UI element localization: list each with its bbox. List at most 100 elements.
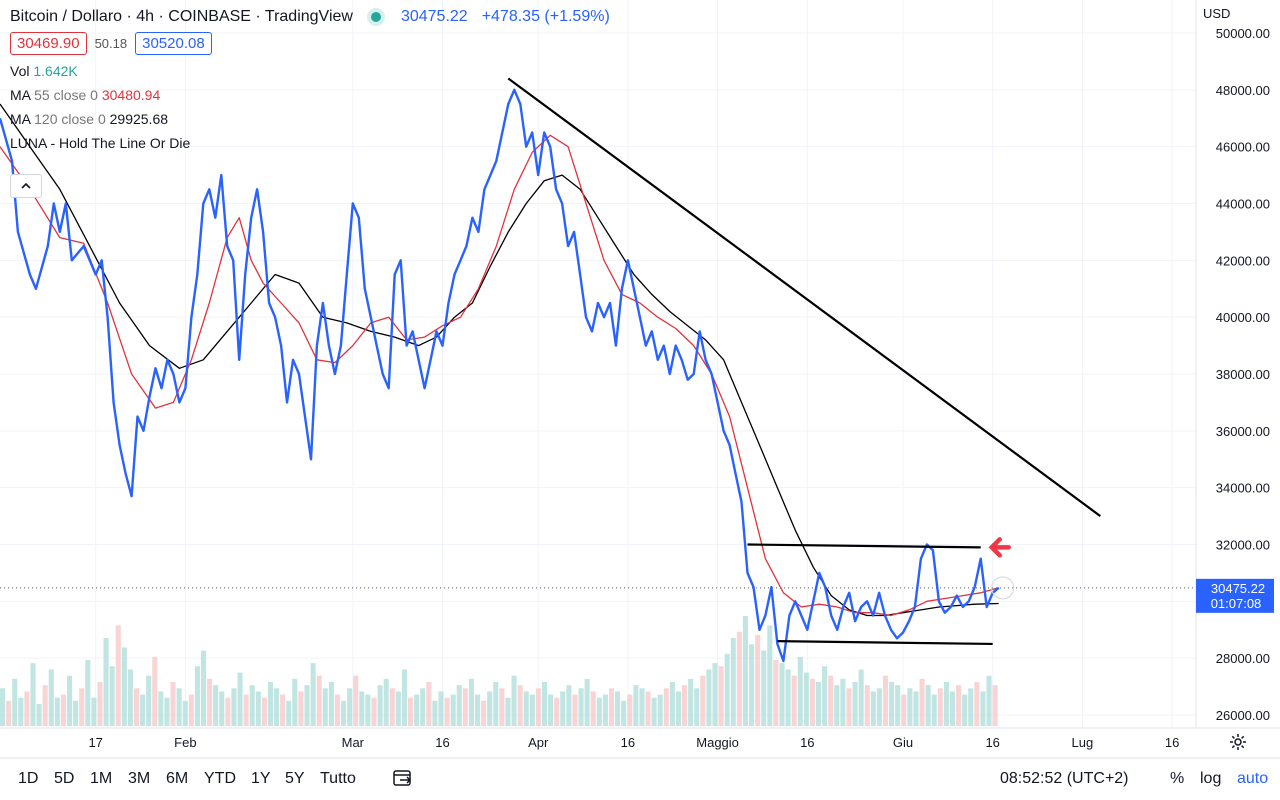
volume-bar xyxy=(639,688,645,726)
timeframe-1m[interactable]: 1M xyxy=(90,770,113,787)
date-range-icon[interactable] xyxy=(392,768,414,788)
volume-bar xyxy=(962,694,968,726)
volume-bar xyxy=(901,694,907,726)
volume-bar xyxy=(669,682,675,726)
log-scale-toggle[interactable]: log xyxy=(1200,770,1222,787)
volume-bar xyxy=(79,688,85,726)
volume-bar xyxy=(560,691,566,726)
volume-bar xyxy=(85,660,91,726)
indicator-ma55-value: 30480.94 xyxy=(101,87,161,103)
chevron-up-icon xyxy=(21,182,31,189)
volume-bar xyxy=(164,697,170,726)
red-arrow-icon xyxy=(988,537,1011,558)
volume-bar xyxy=(365,694,371,726)
volume-bar xyxy=(608,688,615,726)
symbol-title[interactable]: Bitcoin / Dollaro · 4h · COINBASE · Trad… xyxy=(10,8,353,25)
volume-bar xyxy=(73,700,79,726)
x-tick-label: 16 xyxy=(1165,735,1179,750)
indicator-ma55[interactable]: MA 55 close 0 30480.94 xyxy=(10,87,610,103)
volume-bar xyxy=(304,685,310,726)
volume-bar xyxy=(42,685,48,726)
volume-bar xyxy=(462,688,468,726)
range-top[interactable] xyxy=(747,543,981,549)
indicator-ma120-value: 29925.68 xyxy=(109,111,169,127)
descending-resistance[interactable] xyxy=(507,77,1101,517)
volume-bar xyxy=(207,678,213,726)
x-tick-label: 17 xyxy=(88,735,102,750)
timeframe-6m[interactable]: 6M xyxy=(166,770,189,787)
indicator-volume[interactable]: Vol 1.642K xyxy=(10,63,610,79)
volume-bar xyxy=(286,700,292,726)
timeframe-ytd[interactable]: YTD xyxy=(204,770,236,787)
volume-bar xyxy=(615,691,621,726)
volume-bar xyxy=(645,691,651,726)
volume-bar xyxy=(322,688,328,726)
price-badge xyxy=(1196,578,1274,613)
volume-bar xyxy=(943,682,949,726)
volume-bar xyxy=(633,685,639,726)
timeframe-1d[interactable]: 1D xyxy=(18,770,39,787)
volume-bar xyxy=(815,682,822,726)
currency-label[interactable]: USD xyxy=(1203,6,1231,21)
volume-bar xyxy=(158,691,164,726)
volume-bar xyxy=(359,691,365,726)
buy-price-button[interactable]: 30520.08 xyxy=(135,32,212,55)
chart-legend: Bitcoin / Dollaro · 4h · COINBASE · Trad… xyxy=(10,8,610,151)
timeframe-3m[interactable]: 3M xyxy=(128,770,151,787)
x-tick-label: 16 xyxy=(621,735,635,750)
volume-bar xyxy=(828,675,834,726)
timeframe-all[interactable]: Tutto xyxy=(320,770,356,787)
volume-bar xyxy=(383,678,389,726)
timeframe-1y[interactable]: 1Y xyxy=(251,770,271,787)
price-badge-value: 30475.22 xyxy=(1211,581,1265,596)
volume-bar xyxy=(688,678,694,726)
timeframe-5d[interactable]: 5D xyxy=(54,770,75,787)
volume-bar xyxy=(146,675,152,726)
volume-bar xyxy=(541,682,548,726)
volume-bar xyxy=(48,669,54,726)
clock-timezone[interactable]: 08:52:52 (UTC+2) xyxy=(1000,770,1129,787)
volume-bar xyxy=(444,697,450,726)
y-tick-label: 40000.00 xyxy=(1216,310,1270,325)
volume-bar xyxy=(907,688,913,726)
x-tick-label: 16 xyxy=(800,735,814,750)
x-tick-label: Feb xyxy=(174,735,196,750)
volume-bar xyxy=(389,688,395,726)
volume-bar xyxy=(895,685,901,726)
time-axis[interactable]: 17 Feb Mar 16 Apr 16 Maggio 16 Giu 16 Lug 16 xyxy=(0,727,1280,759)
indicator-study[interactable]: LUNA - Hold The Line Or Die xyxy=(10,135,610,151)
volume-bar xyxy=(261,697,267,726)
auto-scale-toggle[interactable]: auto xyxy=(1237,770,1269,787)
price-axis-bg xyxy=(1196,0,1280,728)
bottom-toolbar: 1D 5D 1M 3M 6M YTD 1Y 5Y Tutto 08:52:52 … xyxy=(0,758,1280,800)
bid-ask-row: 30469.90 50.18 30520.08 xyxy=(10,32,610,55)
volume-bar xyxy=(712,663,718,726)
price-axis[interactable]: 26000.0028000.0030000.0032000.0034000.00… xyxy=(1195,0,1280,728)
sell-price-button[interactable]: 30469.90 xyxy=(10,32,87,55)
volume-bar xyxy=(347,688,353,726)
indicator-ma120[interactable]: MA 120 close 0 29925.68 xyxy=(10,111,610,127)
trendlines xyxy=(507,77,1101,646)
settings-gear-icon[interactable] xyxy=(1228,732,1248,752)
volume-bar xyxy=(243,694,249,726)
volume-bar xyxy=(456,685,462,726)
volume-bar xyxy=(700,675,706,726)
volume-bar xyxy=(511,675,517,726)
volume-bar xyxy=(663,688,669,726)
volume-bar xyxy=(931,694,937,726)
x-tick-label: Giu xyxy=(893,735,913,750)
chart-grid xyxy=(0,0,1196,728)
volume-bar xyxy=(949,691,956,726)
timeframe-5y[interactable]: 5Y xyxy=(285,770,305,787)
market-status-icon xyxy=(370,12,381,22)
volume-bar xyxy=(219,691,225,726)
volume-bar xyxy=(377,685,383,726)
percent-scale-toggle[interactable]: % xyxy=(1170,770,1185,787)
volume-bar xyxy=(523,691,529,726)
collapse-legend-button[interactable] xyxy=(10,174,42,198)
volume-bar xyxy=(864,685,870,726)
volume-bar xyxy=(602,694,608,726)
volume-bar xyxy=(487,691,493,726)
range-bottom[interactable] xyxy=(777,640,993,646)
